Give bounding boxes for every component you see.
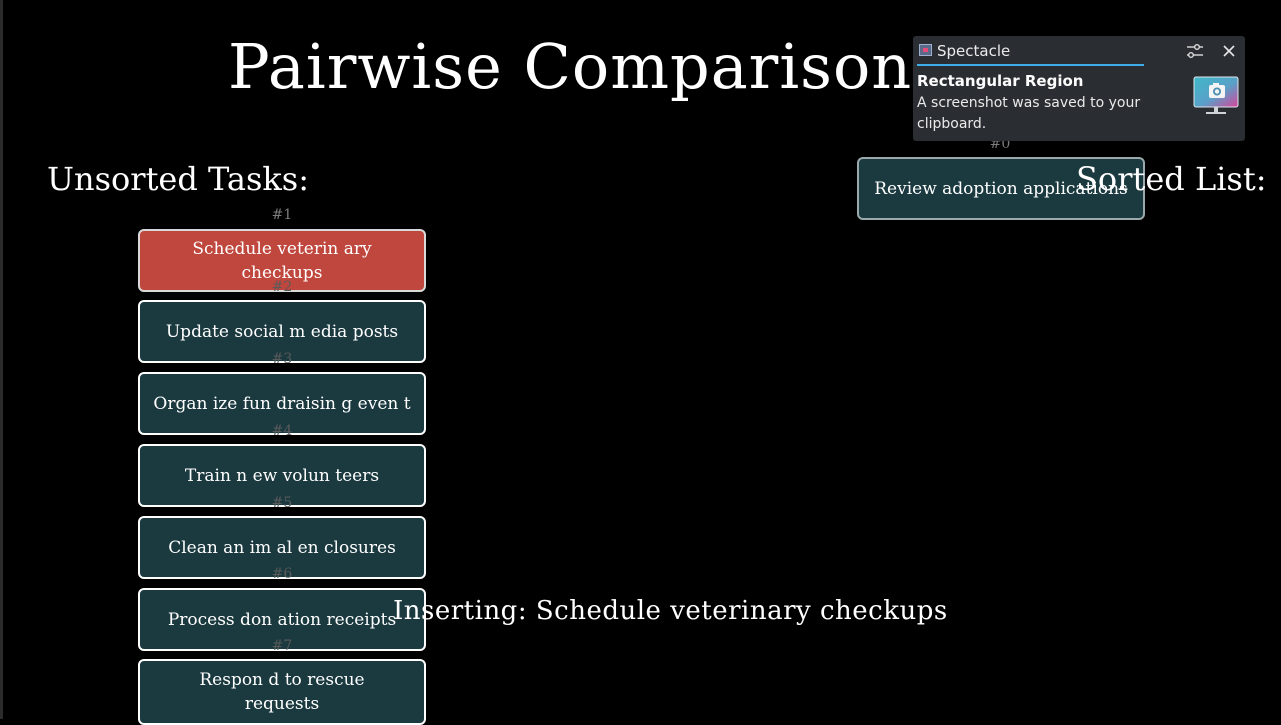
window-left-edge: [0, 0, 3, 719]
sorted-task-card[interactable]: Review adoption applications: [857, 157, 1145, 220]
notification-header: Spectacle: [913, 36, 1245, 66]
close-icon: [1223, 45, 1235, 57]
page-title: Pairwise Comparison So: [228, 30, 1015, 103]
task-card[interactable]: Train n ew volun teers: [138, 444, 426, 507]
task-label: Respon d to rescue requests: [199, 670, 365, 714]
task-card-active[interactable]: Schedule veterin ary checkups: [138, 229, 426, 292]
screenshot-notification[interactable]: Spectacle Rectangular Region A screensho…: [913, 36, 1245, 141]
spectacle-app-icon: [919, 44, 932, 56]
task-card[interactable]: Clean an im al en closures: [138, 516, 426, 579]
notification-close-button[interactable]: [1217, 40, 1241, 62]
sliders-icon: [1187, 44, 1203, 58]
task-label: Train n ew volun teers: [184, 465, 380, 486]
inserting-status: Inserting: Schedule veterinary checkups: [393, 596, 948, 626]
task-card[interactable]: Process don ation receipts: [138, 588, 426, 651]
notification-settings-button[interactable]: [1183, 40, 1207, 62]
task-number: #7: [271, 638, 293, 654]
sorted-heading: Sorted List:: [1076, 160, 1267, 198]
task-number: #6: [271, 566, 293, 582]
notification-app-name: Spectacle: [937, 42, 1011, 60]
task-label: Schedule veterin ary checkups: [192, 238, 372, 283]
task-label: Update social m edia posts: [165, 321, 399, 342]
task-label: Clean an im al en closures: [168, 537, 396, 558]
task-card[interactable]: Respon d to rescue requests: [138, 659, 426, 725]
sorted-task-label: Review adoption applications: [874, 178, 1128, 199]
screenshot-camera-icon: [1193, 76, 1239, 114]
notification-summary: Rectangular Region: [917, 72, 1084, 90]
task-label: Process don ation receipts: [167, 609, 397, 630]
unsorted-heading: Unsorted Tasks:: [47, 160, 309, 198]
notification-timeout-bar: [917, 64, 1144, 66]
task-number: #1: [271, 207, 293, 223]
task-number: #2: [271, 279, 293, 295]
task-number: #5: [271, 495, 293, 511]
task-number: #4: [271, 423, 293, 439]
screenshot-thumbnail[interactable]: [1193, 76, 1239, 114]
task-card[interactable]: Organ ize fun draisin g even t: [138, 372, 426, 435]
task-card[interactable]: Update social m edia posts: [138, 300, 426, 363]
task-number: #3: [271, 351, 293, 367]
notification-body: A screenshot was saved to your clipboard…: [917, 95, 1141, 132]
task-label: Organ ize fun draisin g even t: [153, 393, 411, 414]
